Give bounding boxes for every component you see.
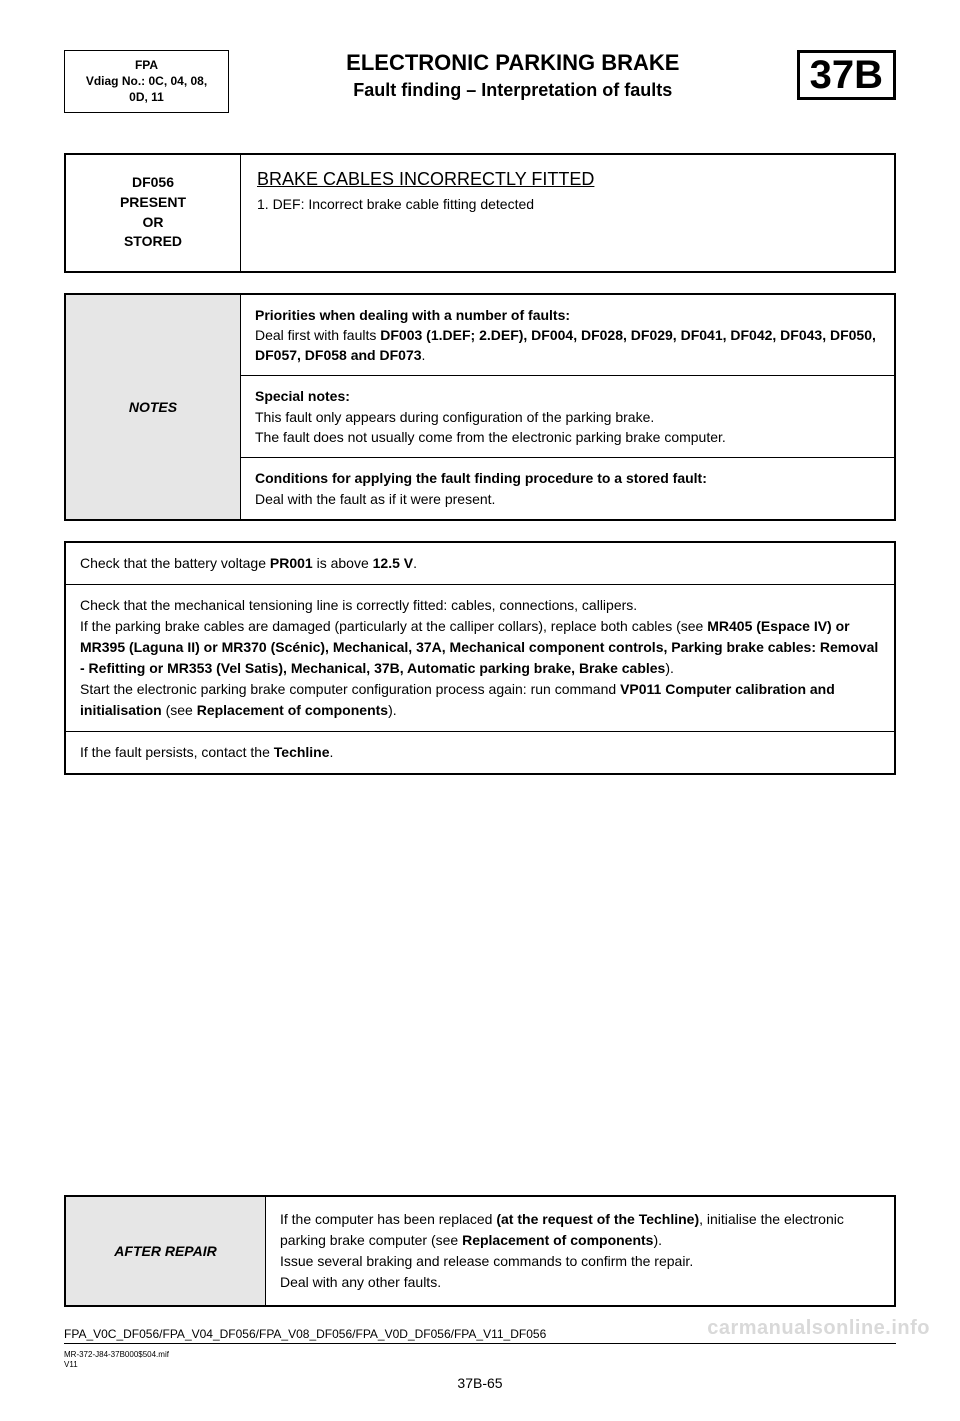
header-left-box: FPA Vdiag No.: 0C, 04, 08, 0D, 11 (64, 50, 229, 113)
notes-r1-heading: Priorities when dealing with a number of… (255, 307, 570, 323)
s3-post: . (330, 744, 334, 760)
page-header: FPA Vdiag No.: 0C, 04, 08, 0D, 11 ELECTR… (64, 50, 896, 113)
footer-ver: V11 (64, 1360, 78, 1369)
s2-l3-mid: (see (162, 702, 197, 718)
notes-box: NOTES Priorities when dealing with a num… (64, 293, 896, 521)
notes-r2-l2: The fault does not usually come from the… (255, 429, 726, 445)
ar-l3: Deal with any other faults. (280, 1274, 441, 1290)
section-code: 37B (810, 53, 883, 97)
step-3: If the fault persists, contact the Techl… (66, 731, 894, 773)
s1-mid: is above (313, 555, 373, 571)
s3-pre: If the fault persists, contact the (80, 744, 274, 760)
page-title: ELECTRONIC PARKING BRAKE (241, 50, 785, 76)
after-repair-label-cell: AFTER REPAIR (66, 1197, 266, 1305)
hdr-vdiag-2: 0D, 11 (69, 89, 224, 105)
s2-l1: Check that the mechanical tensioning lin… (80, 597, 637, 613)
notes-r1-post: . (422, 347, 426, 363)
page-number: 37B-65 (64, 1375, 896, 1391)
after-repair-content: If the computer has been replaced (at th… (266, 1197, 894, 1305)
notes-r3-heading: Conditions for applying the fault findin… (255, 470, 707, 486)
notes-label: NOTES (129, 399, 177, 415)
section-code-box: 37B (797, 50, 896, 100)
notes-r2-l1: This fault only appears during configura… (255, 409, 654, 425)
s3-bold: Techline (274, 744, 330, 760)
fault-code-cell: DF056 PRESENT OR STORED (66, 155, 241, 271)
after-repair-box: AFTER REPAIR If the computer has been re… (64, 1195, 896, 1307)
procedure-box: Check that the battery voltage PR001 is … (64, 541, 896, 775)
notes-content: Priorities when dealing with a number of… (241, 295, 894, 519)
s1-post: . (413, 555, 417, 571)
ar-l1-b1: (at the request of the Techline) (496, 1211, 699, 1227)
s2-l3-post: ). (388, 702, 397, 718)
s1-b1: PR001 (270, 555, 313, 571)
s2-l2-pre: If the parking brake cables are damaged … (80, 618, 707, 634)
step-2: Check that the mechanical tensioning lin… (66, 584, 894, 731)
notes-row-priorities: Priorities when dealing with a number of… (241, 295, 894, 376)
hdr-vdiag-1: Vdiag No.: 0C, 04, 08, (69, 73, 224, 89)
notes-r1-pre: Deal first with faults (255, 327, 380, 343)
fault-title: BRAKE CABLES INCORRECTLY FITTED (257, 169, 878, 190)
notes-row-conditions: Conditions for applying the fault findin… (241, 457, 894, 519)
notes-row-special: Special notes: This fault only appears d… (241, 375, 894, 457)
s2-l3-b2: Replacement of components (197, 702, 388, 718)
page-subtitle: Fault finding – Interpretation of faults (241, 80, 785, 101)
hdr-fpa: FPA (69, 57, 224, 73)
notes-r2-heading: Special notes: (255, 388, 350, 404)
s1-pre: Check that the battery voltage (80, 555, 270, 571)
ar-l1-b2: Replacement of components (462, 1232, 653, 1248)
s1-b2: 12.5 V (373, 555, 413, 571)
fault-def: 1. DEF: Incorrect brake cable fitting de… (257, 196, 878, 212)
header-center: ELECTRONIC PARKING BRAKE Fault finding –… (241, 50, 785, 101)
step-1: Check that the battery voltage PR001 is … (66, 543, 894, 584)
fault-desc-cell: BRAKE CABLES INCORRECTLY FITTED 1. DEF: … (241, 155, 894, 271)
watermark: carmanualsonline.info (707, 1317, 930, 1340)
s2-l2-post: ). (665, 660, 674, 676)
ar-l1-post: ). (653, 1232, 662, 1248)
notes-label-cell: NOTES (66, 295, 241, 519)
footer-small: MR-372-J84-37B000$504.mif V11 (64, 1350, 896, 1371)
ar-l2: Issue several braking and release comman… (280, 1253, 693, 1269)
ar-l1-pre: If the computer has been replaced (280, 1211, 496, 1227)
notes-r3-body: Deal with the fault as if it were presen… (255, 491, 495, 507)
after-repair-label: AFTER REPAIR (114, 1243, 216, 1259)
s2-l3-pre: Start the electronic parking brake compu… (80, 681, 620, 697)
fault-header-box: DF056 PRESENT OR STORED BRAKE CABLES INC… (64, 153, 896, 273)
